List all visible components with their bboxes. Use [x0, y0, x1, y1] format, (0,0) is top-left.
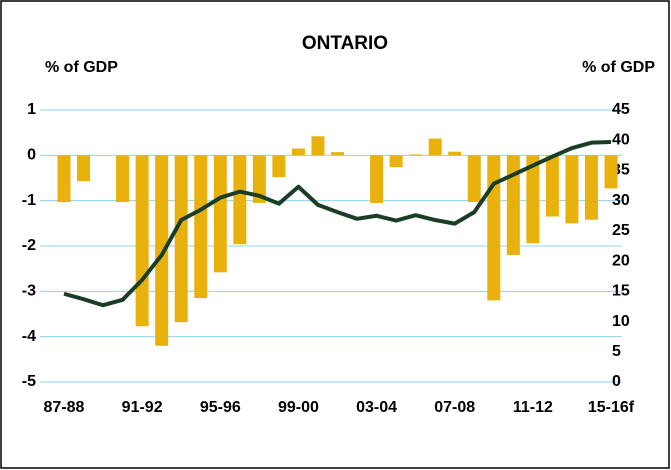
y2-tick-label: 30 — [612, 192, 630, 209]
bar — [194, 155, 208, 299]
chart-title: ONTARIO — [302, 33, 388, 54]
y2-tick-label: 25 — [612, 222, 630, 239]
y-axis-label: % of GDP — [45, 59, 118, 76]
bar — [448, 151, 462, 156]
y-tick-label: -4 — [22, 328, 36, 345]
bar — [584, 155, 598, 220]
x-tick-label: 03-04 — [356, 399, 397, 416]
bar — [291, 148, 305, 156]
bar — [428, 138, 442, 156]
bar — [174, 155, 188, 323]
x-tick-label: 15-16f — [588, 399, 635, 416]
bar — [604, 155, 618, 189]
bar — [252, 155, 266, 203]
bar — [487, 155, 501, 301]
y-tick-label: -2 — [22, 237, 36, 254]
y2-tick-label: 40 — [612, 131, 630, 148]
y2-tick-label: 45 — [612, 101, 630, 118]
y2-axis-label: % of GDP — [582, 59, 655, 76]
bar — [331, 152, 344, 156]
bar — [77, 155, 91, 182]
y2-tick-label: 5 — [612, 343, 621, 360]
bar — [155, 155, 169, 346]
y-tick-label: -1 — [22, 192, 36, 209]
bar — [213, 155, 227, 273]
debt-line — [63, 140, 612, 308]
y2-tick-label: 0 — [612, 373, 621, 390]
bar — [311, 136, 325, 156]
y2-tick-label: 10 — [612, 313, 630, 330]
bar — [545, 155, 559, 217]
y-tick-label: 0 — [27, 147, 36, 164]
x-tick-label: 07-08 — [434, 399, 475, 416]
bar — [506, 155, 520, 256]
bar — [233, 155, 247, 245]
y2-tick-label: 20 — [612, 252, 630, 269]
y-tick-label: -5 — [22, 373, 36, 390]
bar — [370, 155, 384, 203]
y-tick-label: -3 — [22, 283, 36, 300]
bar — [272, 155, 286, 178]
y2-tick-label: 15 — [612, 283, 630, 300]
x-tick-label: 95-96 — [200, 399, 241, 416]
x-tick-label: 11-12 — [513, 399, 553, 416]
bar — [526, 155, 540, 244]
bar — [57, 155, 71, 203]
bar — [135, 155, 149, 327]
y-tick-label: 1 — [27, 101, 36, 118]
bar — [389, 155, 403, 168]
bar — [409, 154, 423, 156]
x-tick-label: 99-00 — [278, 399, 319, 416]
x-tick-label: 87-88 — [44, 399, 85, 416]
x-tick-label: 91-92 — [122, 399, 163, 416]
bar — [467, 155, 481, 203]
bar — [116, 155, 130, 203]
bar — [565, 155, 579, 224]
